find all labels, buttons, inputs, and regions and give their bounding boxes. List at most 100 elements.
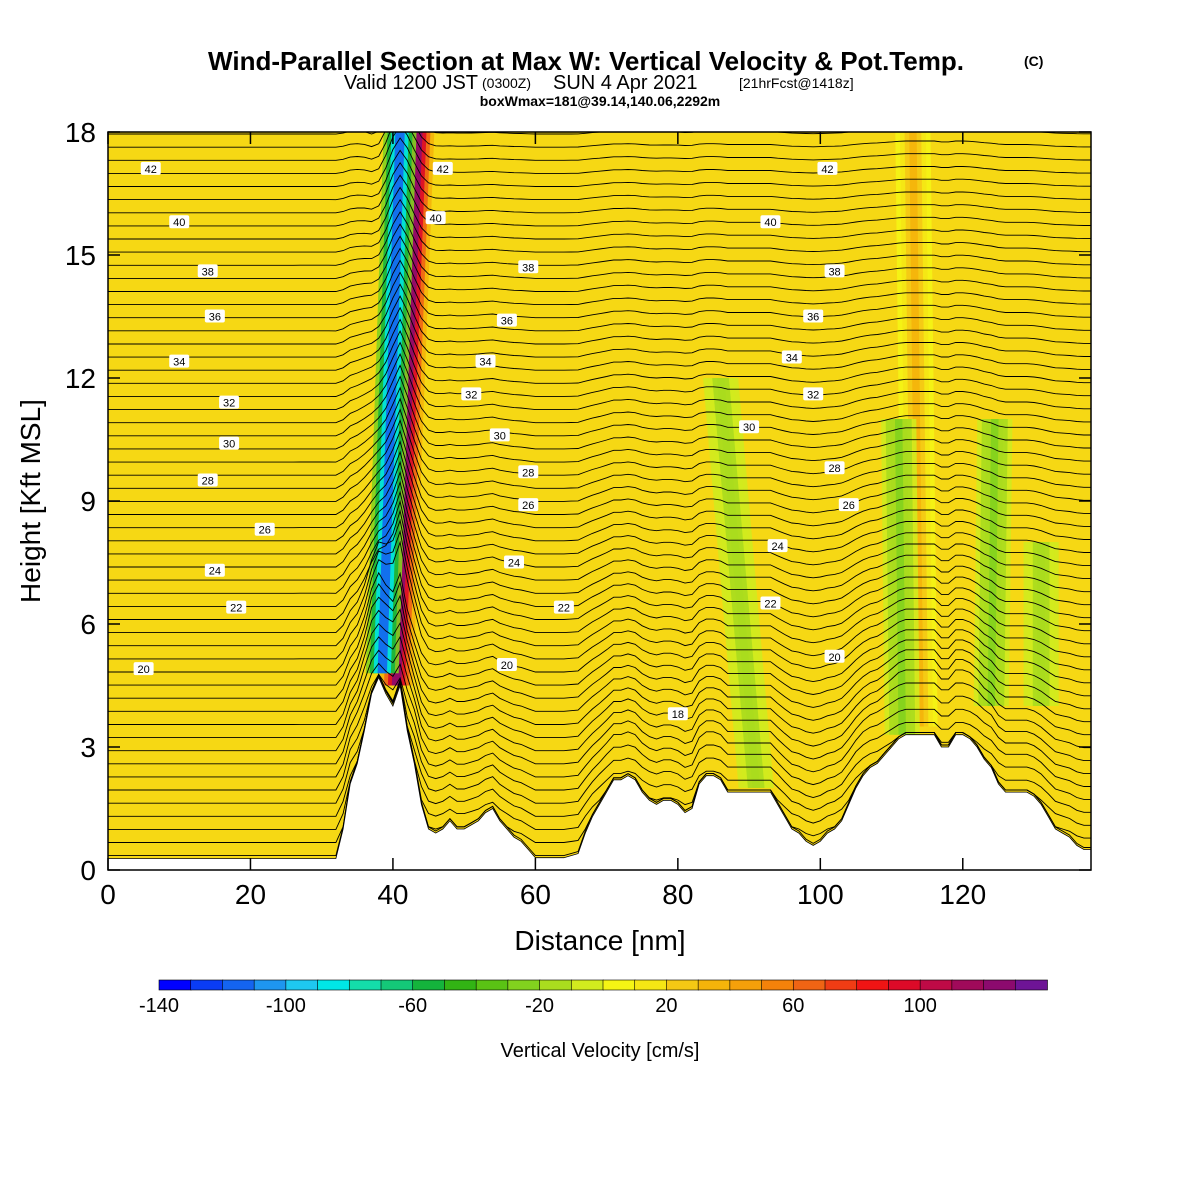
isentrope-label: 24	[767, 539, 788, 553]
isentrope	[108, 580, 1091, 686]
svg-text:18: 18	[672, 709, 684, 721]
isentrope	[108, 306, 1091, 371]
colorbar-tick-label: -60	[398, 995, 427, 1017]
colorbar-swatch	[412, 979, 446, 991]
colorbar-swatch	[317, 979, 351, 991]
isentrope	[108, 375, 1091, 450]
svg-text:26: 26	[522, 500, 534, 512]
isentrope-label: 28	[824, 461, 845, 475]
valid-date: SUN 4 Apr 2021	[553, 72, 698, 94]
isentrope	[108, 480, 1091, 581]
isentrope	[108, 161, 1091, 214]
isentrope	[108, 518, 1091, 634]
isentrope	[108, 295, 1091, 358]
y-tick-label: 3	[80, 732, 96, 763]
isentrope-label: 22	[553, 600, 574, 615]
isentrope	[108, 662, 1091, 765]
colorbar-swatch	[761, 979, 795, 991]
y-tick-label: 6	[80, 609, 96, 640]
svg-text:34: 34	[479, 357, 491, 369]
isentrope-label: 42	[140, 161, 161, 176]
isentrope-label: 30	[489, 428, 510, 442]
colorbar-tick-label: 100	[903, 995, 936, 1017]
x-axis-label: Distance [nm]	[514, 925, 685, 956]
velocity-field	[365, 132, 1059, 788]
isentrope	[108, 330, 1091, 397]
isentrope-label: 30	[739, 420, 760, 434]
isentrope	[108, 499, 1091, 607]
isentrope	[108, 673, 1091, 791]
isentrope	[108, 429, 1091, 515]
isentrope	[108, 271, 1091, 332]
isentrope	[108, 673, 1091, 778]
isentrope-label: 38	[197, 264, 218, 278]
isentrope	[108, 419, 1091, 502]
isentrope	[108, 223, 1091, 279]
isentrope-label: 36	[204, 309, 225, 324]
svg-text:20: 20	[828, 652, 840, 664]
colorbar-swatch	[348, 979, 382, 991]
colorbar-swatch	[666, 979, 699, 991]
isentrope-label: 20	[496, 658, 517, 672]
isentrope	[108, 594, 1091, 699]
isentrope-label: 20	[133, 662, 154, 676]
isentrope-label: 22	[760, 596, 781, 611]
colorbar-swatch	[380, 979, 414, 991]
svg-text:40: 40	[173, 217, 185, 229]
isentrope-label: 34	[169, 354, 190, 369]
colorbar-swatch	[190, 979, 224, 991]
colorbar-swatch	[444, 979, 477, 991]
x-tick-label: 80	[662, 879, 693, 910]
boxwmax-info: boxWmax=181@39.14,140.06,2292m	[480, 93, 721, 109]
x-tick-label: 100	[797, 879, 844, 910]
isentrope	[108, 460, 1091, 555]
velocity-band	[894, 419, 906, 735]
isentrope	[108, 235, 1091, 292]
colorbar-swatch	[285, 979, 319, 991]
y-axis-label: Height [Kft MSL]	[15, 399, 46, 603]
isentrope-label: 42	[432, 161, 453, 176]
svg-text:40: 40	[430, 213, 442, 225]
isentrope	[108, 397, 1091, 476]
isentrope-label: 42	[817, 161, 838, 176]
colorbar-swatch	[602, 979, 636, 991]
svg-text:42: 42	[821, 164, 833, 176]
isentrope	[108, 529, 1091, 647]
colorbar-swatch	[792, 979, 826, 991]
isentrope-label: 30	[219, 436, 240, 451]
velocity-band	[1037, 542, 1045, 706]
colorbar-swatch	[856, 979, 890, 991]
isentrope	[108, 649, 1091, 752]
title-block: Wind-Parallel Section at Max W: Vertical…	[208, 46, 1043, 109]
colorbar-swatch	[888, 979, 921, 991]
zulu-time: (0300Z)	[482, 75, 531, 91]
colorbar-swatch	[570, 979, 604, 991]
isentrope	[108, 186, 1091, 240]
isentrope	[108, 571, 1091, 673]
x-tick-label: 120	[939, 879, 986, 910]
x-tick-label: 0	[100, 879, 116, 910]
isentrope-label: 20	[824, 649, 845, 664]
isentrope-label: 26	[518, 498, 539, 512]
isentrope-label: 32	[803, 387, 824, 401]
isentrope	[108, 341, 1091, 411]
isentrope	[108, 386, 1091, 463]
forecast-info: [21hrFcst@1418z]	[739, 75, 854, 91]
isentrope-label: 28	[197, 473, 218, 488]
colorbar-tick-label: -20	[525, 995, 554, 1017]
isentrope	[108, 174, 1091, 227]
svg-text:22: 22	[764, 599, 776, 611]
isentrope-label: 36	[803, 309, 824, 324]
svg-text:34: 34	[786, 353, 798, 365]
svg-text:28: 28	[828, 463, 840, 475]
velocity-band	[987, 419, 999, 706]
svg-text:20: 20	[501, 660, 513, 672]
isentrope	[108, 490, 1091, 594]
svg-text:26: 26	[259, 525, 271, 537]
isentrope	[108, 540, 1091, 660]
colorbar-swatch	[158, 979, 192, 991]
colorbar-swatch	[634, 979, 668, 991]
isentrope	[108, 622, 1091, 725]
isentrope-label: 24	[204, 563, 225, 578]
isentrope	[108, 132, 1091, 148]
